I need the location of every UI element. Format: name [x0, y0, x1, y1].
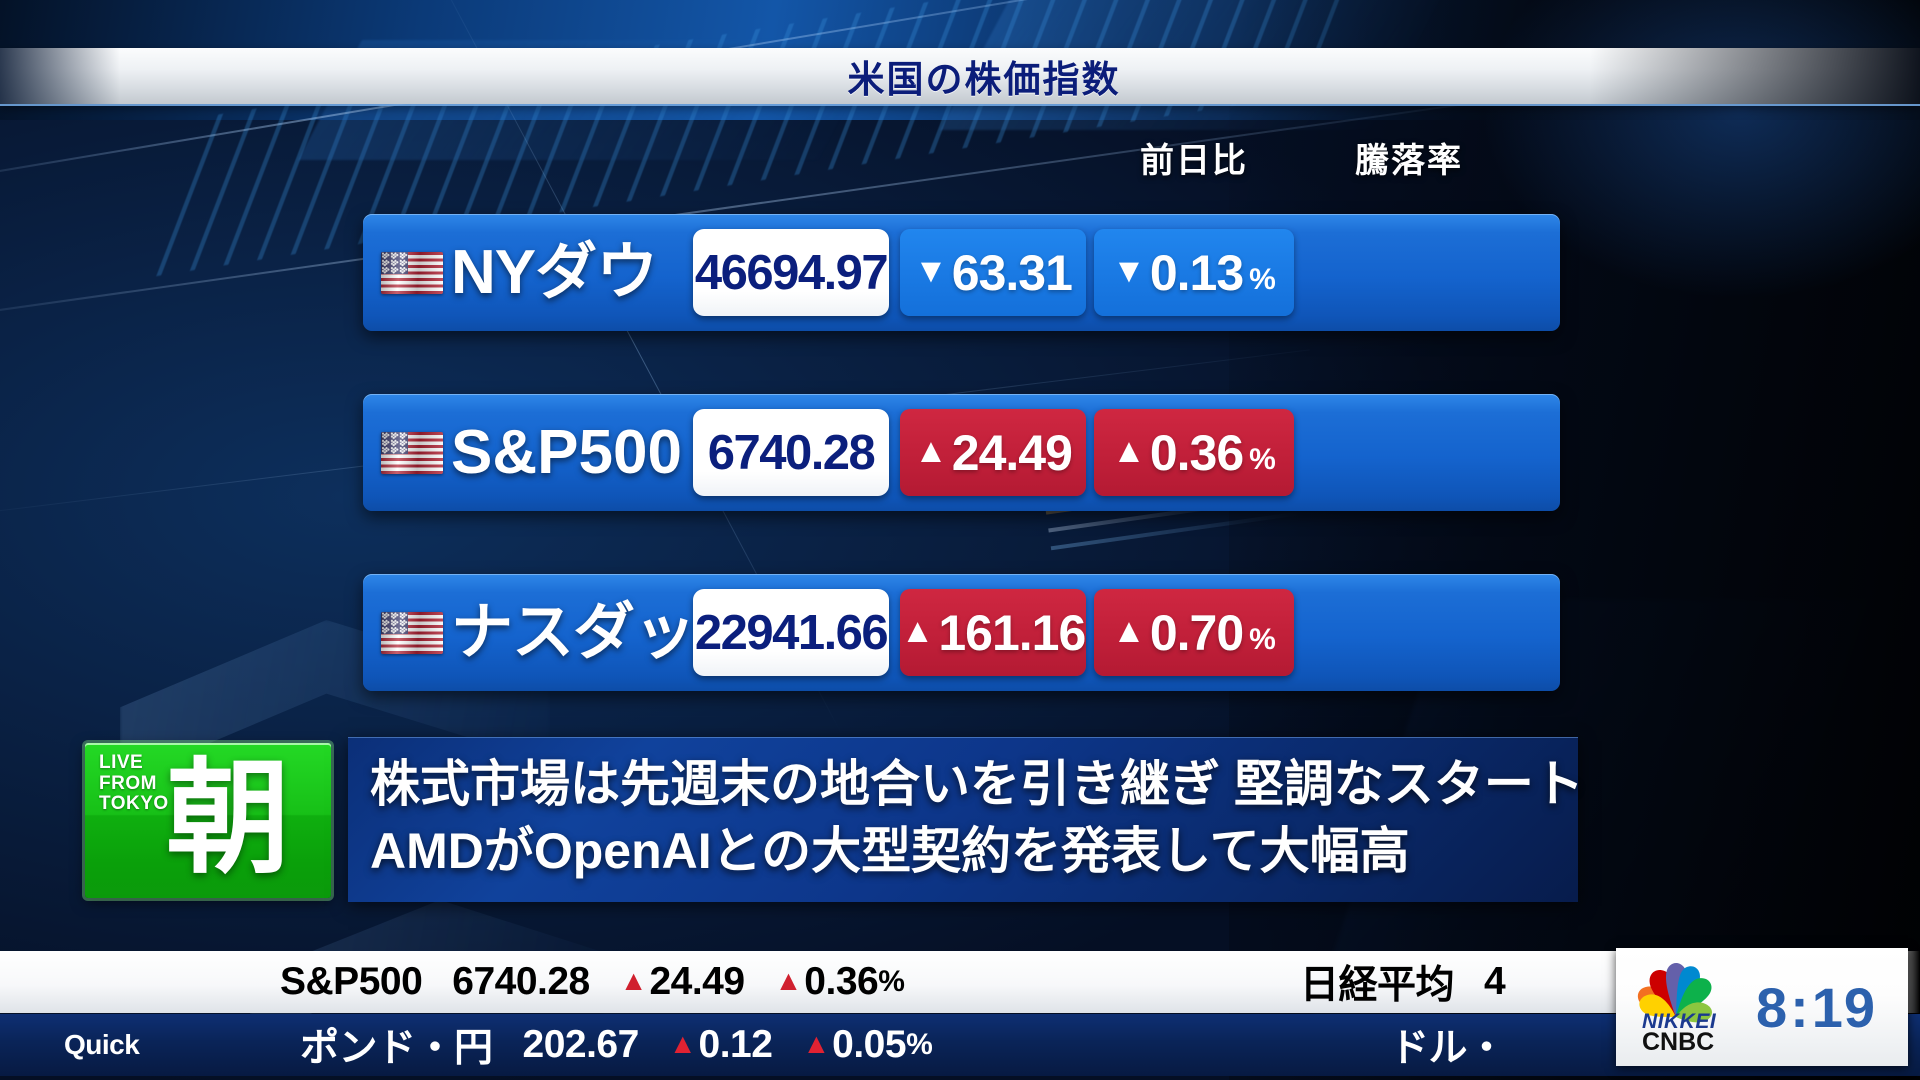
- us-flag-icon: [381, 611, 443, 654]
- index-change-pill: ▼ 63.31: [900, 229, 1086, 316]
- live-badge-kanji: 朝: [165, 750, 290, 888]
- index-change-pill: ▲ 24.49: [900, 409, 1086, 496]
- index-price: 46694.97: [694, 245, 889, 300]
- index-percent-pill: ▲ 0.70 %: [1094, 589, 1294, 676]
- index-change-value: 24.49: [951, 424, 1073, 481]
- index-percent-pill: ▼ 0.13 %: [1094, 229, 1294, 316]
- index-row: S&P500 6740.28 ▲ 24.49 ▲ 0.36 %: [363, 394, 1560, 511]
- ticker-label: ポンド・円: [300, 1027, 493, 1070]
- program-title-bar: 米国の株価指数: [0, 48, 1920, 104]
- ticker-item: S&P500 6740.28 ▲ 24.49 ▲ 0.36 %: [280, 960, 905, 1004]
- headline-panel: 株式市場は先週末の地合いを引き継ぎ 堅調なスタート AMDがOpenAIとの大型…: [348, 737, 1584, 902]
- ticker-item: 日経平均 4: [1300, 954, 1506, 1010]
- lower-third: LIVE FROM TOKYO 朝 株式市場は先週末の地合いを引き継ぎ 堅調なス…: [0, 737, 1920, 907]
- title-bar-fade-left: [0, 48, 120, 104]
- live-label-line1: LIVE: [99, 752, 144, 773]
- index-name: S&P500: [451, 417, 682, 487]
- up-arrow-icon: ▲: [802, 1028, 831, 1059]
- up-arrow-icon: ▲: [900, 611, 935, 650]
- brand-nikkei: NIKKEI: [1642, 1010, 1717, 1033]
- index-row: NYダウ 46694.97 ▼ 63.31 ▼ 0.13 %: [363, 214, 1560, 331]
- ticker-percent: 0.05: [832, 1023, 907, 1066]
- us-flag-icon: [381, 431, 443, 474]
- index-change-value: 63.31: [951, 244, 1073, 301]
- ticker-change: 24.49: [649, 960, 745, 1003]
- down-arrow-icon: ▼: [914, 251, 948, 290]
- ticker-label: 日経平均: [1300, 964, 1455, 1007]
- market-ticker: S&P500 6740.28 ▲ 24.49 ▲ 0.36 % 日経平均 4 Q…: [0, 948, 1920, 1080]
- us-flag-icon: [381, 251, 443, 294]
- column-header-percent: 騰落率: [1355, 142, 1463, 180]
- index-change-pill: ▲ 161.16: [900, 589, 1086, 676]
- percent-symbol: %: [878, 965, 905, 998]
- up-arrow-icon: ▲: [1112, 431, 1146, 470]
- down-arrow-icon: ▼: [1112, 251, 1146, 290]
- ticker-price: 202.67: [522, 1023, 640, 1066]
- brand-cnbc: CNBC: [1642, 1028, 1715, 1056]
- index-price-pill: 46694.97: [693, 229, 889, 316]
- index-price: 6740.28: [707, 425, 876, 480]
- percent-symbol: %: [1249, 622, 1276, 656]
- ticker-label: ドル・: [1390, 1027, 1506, 1070]
- ticker-item: ポンド・円 202.67 ▲ 0.12 ▲ 0.05 %: [300, 1017, 933, 1073]
- on-air-clock: 8:19: [1724, 975, 1908, 1040]
- up-arrow-icon: ▲: [668, 1028, 697, 1059]
- clock-minute: 19: [1811, 975, 1877, 1039]
- ticker-percent: 0.36: [804, 960, 879, 1003]
- index-price-pill: 22941.66: [693, 589, 889, 676]
- ticker-price: 6740.28: [452, 960, 590, 1003]
- station-logo-clock: NIKKEI CNBC 8:19: [1616, 948, 1908, 1066]
- clock-hour: 8: [1755, 975, 1789, 1039]
- ticker-change: 0.12: [698, 1023, 773, 1066]
- live-badge-label: LIVE FROM TOKYO: [99, 752, 169, 815]
- ticker-row-bottom: Quick ポンド・円 202.67 ▲ 0.12 ▲ 0.05 % ドル・: [0, 1014, 1920, 1076]
- index-percent-value: 0.70: [1149, 604, 1244, 661]
- index-price: 22941.66: [694, 605, 889, 660]
- ticker-item: ドル・: [1390, 1017, 1506, 1073]
- title-bar-fade-right: [1590, 48, 1920, 104]
- clock-separator: :: [1790, 975, 1810, 1039]
- index-percent-value: 0.13: [1149, 244, 1244, 301]
- percent-symbol: %: [1249, 442, 1276, 476]
- live-label-line2: FROM: [99, 772, 157, 794]
- headline-line-1: 株式市場は先週末の地合いを引き継ぎ 堅調なスタート: [370, 756, 1584, 812]
- headline-line-2: AMDがOpenAIとの大型契約を発表して大幅高: [370, 823, 1410, 879]
- index-name: NYダウ: [451, 237, 658, 307]
- index-change-value: 161.16: [938, 604, 1086, 661]
- column-headers: 前日比 騰落率: [0, 133, 1920, 185]
- percent-symbol: %: [1249, 262, 1276, 296]
- live-label-line3: TOKYO: [99, 793, 169, 815]
- index-percent-value: 0.36: [1149, 424, 1244, 481]
- live-from-tokyo-badge: LIVE FROM TOKYO 朝: [85, 743, 331, 898]
- ticker-price: 4: [1484, 960, 1506, 1003]
- up-arrow-icon: ▲: [619, 965, 648, 996]
- page-title: 米国の株価指数: [847, 59, 1121, 100]
- up-arrow-icon: ▲: [1112, 611, 1146, 650]
- index-row: ナスダック 22941.66 ▲ 161.16 ▲ 0.70 %: [363, 574, 1560, 691]
- ticker-label: S&P500: [280, 960, 423, 1003]
- index-price-pill: 6740.28: [693, 409, 889, 496]
- up-arrow-icon: ▲: [914, 431, 948, 470]
- ticker-row-top: S&P500 6740.28 ▲ 24.49 ▲ 0.36 % 日経平均 4: [0, 951, 1920, 1013]
- quick-source-logo: Quick: [64, 1029, 140, 1060]
- nbc-peacock-icon: NIKKEI CNBC: [1628, 953, 1724, 1061]
- column-header-change: 前日比: [1140, 142, 1248, 180]
- index-percent-pill: ▲ 0.36 %: [1094, 409, 1294, 496]
- percent-symbol: %: [906, 1028, 933, 1061]
- up-arrow-icon: ▲: [774, 965, 803, 996]
